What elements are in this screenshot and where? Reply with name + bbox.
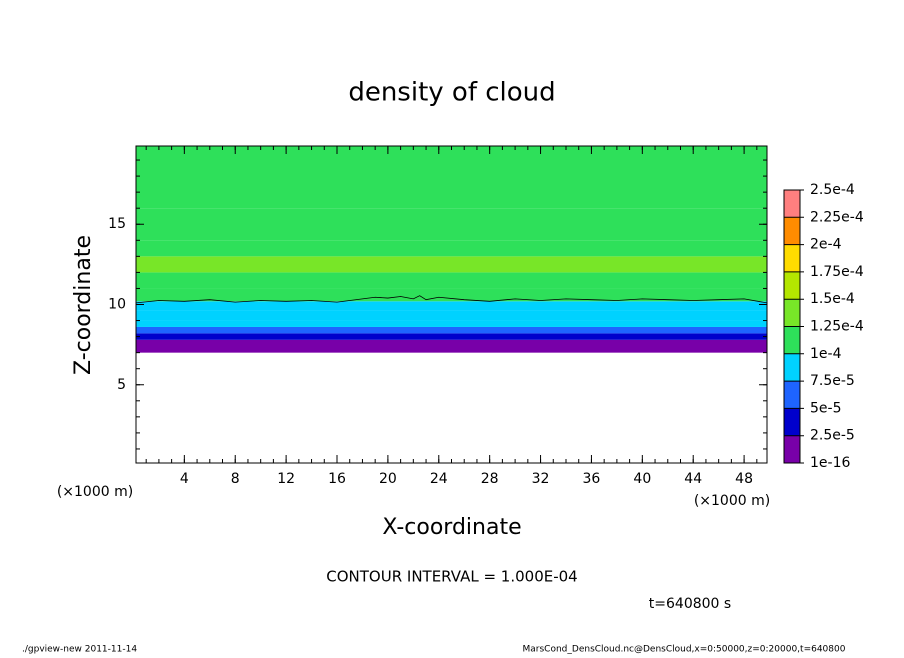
density-band bbox=[136, 240, 767, 257]
colorbar-label: 1.75e-4 bbox=[810, 264, 864, 280]
colorbar-label: 2.5e-4 bbox=[810, 182, 855, 198]
x-tick-label: 16 bbox=[328, 471, 346, 487]
x-tick-label: 24 bbox=[430, 471, 448, 487]
density-band bbox=[136, 320, 767, 327]
colorbar-swatch bbox=[784, 408, 800, 436]
x-unit-label: (×1000 m) bbox=[57, 484, 133, 500]
x-tick-label: 8 bbox=[231, 471, 240, 487]
density-band bbox=[136, 272, 767, 289]
y-axis-label: Z-coordinate bbox=[71, 235, 96, 375]
y-tick-label: 15 bbox=[108, 216, 126, 232]
colorbar-label: 1.25e-4 bbox=[810, 319, 864, 335]
density-band bbox=[136, 256, 767, 273]
footer-left: ./gpview-new 2011-11-14 bbox=[22, 645, 137, 655]
x-tick-label: 20 bbox=[379, 471, 397, 487]
x-tick-label: 48 bbox=[735, 471, 753, 487]
colorbar-swatch bbox=[784, 353, 800, 382]
x-tick-label: 4 bbox=[180, 471, 189, 487]
colorbar-label: 2e-4 bbox=[810, 237, 842, 253]
x-tick-label: 12 bbox=[277, 471, 295, 487]
field bbox=[136, 146, 767, 353]
x-tick-label: 36 bbox=[583, 471, 601, 487]
colorbar-label: 7.5e-5 bbox=[810, 373, 855, 389]
density-band bbox=[136, 333, 767, 340]
contour-line bbox=[136, 295, 767, 304]
density-band bbox=[136, 208, 767, 241]
y-tick-label: 5 bbox=[117, 377, 126, 393]
colorbar-swatch bbox=[784, 435, 800, 463]
density-band bbox=[136, 339, 767, 353]
colorbar-swatch bbox=[784, 299, 800, 327]
colorbar-swatch bbox=[784, 190, 800, 218]
density-band bbox=[136, 146, 767, 209]
colorbar-label: 2.5e-5 bbox=[810, 428, 855, 444]
colorbar-label: 1e-4 bbox=[810, 346, 842, 362]
colorbar-swatch bbox=[784, 217, 800, 245]
density-band bbox=[136, 301, 767, 311]
colorbar-swatch bbox=[784, 244, 800, 272]
y-tick-label: 10 bbox=[108, 297, 126, 313]
colorbar-swatch bbox=[784, 381, 800, 409]
density-band bbox=[136, 326, 767, 334]
contour-interval: CONTOUR INTERVAL = 1.000E-04 bbox=[326, 568, 577, 586]
colorbar-label: 2.25e-4 bbox=[810, 209, 864, 225]
x-tick-label: 28 bbox=[481, 471, 499, 487]
density-band bbox=[136, 310, 767, 321]
colorbar-label: 5e-5 bbox=[810, 400, 841, 416]
colorbar-swatch bbox=[784, 271, 800, 300]
footer-right: MarsCond_DensCloud.nc@DensCloud,x=0:5000… bbox=[523, 645, 846, 655]
density-band bbox=[136, 288, 767, 302]
x-tick-label: 32 bbox=[532, 471, 550, 487]
time-label: t=640800 s bbox=[649, 596, 731, 612]
x-unit-label: (×1000 m) bbox=[694, 493, 770, 509]
x-tick-label: 44 bbox=[684, 471, 702, 487]
x-axis-label: X-coordinate bbox=[382, 515, 521, 540]
colorbar-swatch bbox=[784, 326, 800, 354]
x-tick-label: 40 bbox=[633, 471, 651, 487]
colorbar-label: 1.5e-4 bbox=[810, 291, 855, 307]
chart-title: density of cloud bbox=[348, 78, 555, 108]
colorbar-label: 1e-16 bbox=[810, 455, 850, 471]
